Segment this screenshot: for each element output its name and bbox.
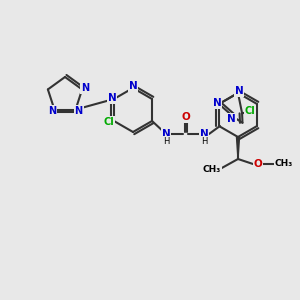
Text: Cl: Cl [103,117,114,127]
Text: N: N [200,129,208,139]
Text: N: N [108,93,116,103]
Text: N: N [81,83,89,93]
Text: O: O [182,112,190,122]
Text: N: N [213,98,221,108]
Text: CH₃: CH₃ [203,164,221,173]
Text: N: N [129,81,137,91]
Text: N: N [48,106,56,116]
Text: CH₃: CH₃ [275,160,293,169]
Text: H: H [201,136,207,146]
Polygon shape [236,137,239,159]
Text: N: N [162,129,170,139]
Text: O: O [254,159,262,169]
Text: N: N [74,106,83,116]
Text: Cl: Cl [245,106,256,116]
Text: N: N [235,86,243,96]
Text: N: N [227,114,236,124]
Text: H: H [163,136,169,146]
